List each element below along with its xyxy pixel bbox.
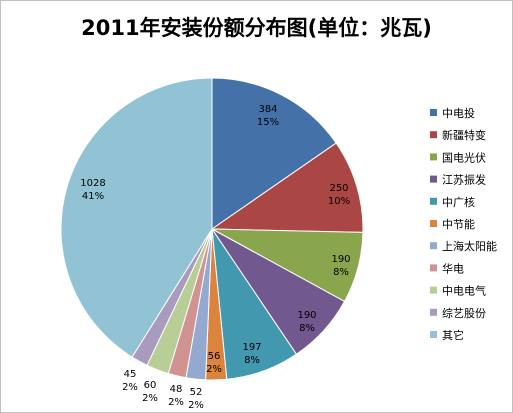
slice-percent-label: 2% <box>142 393 158 404</box>
slice-percent-label: 2% <box>168 397 184 408</box>
legend-label: 华电 <box>442 261 464 275</box>
slice-percent-label: 2% <box>122 382 138 393</box>
slice-value-label: 60 <box>144 380 157 391</box>
legend-label: 上海太阳能 <box>442 239 497 253</box>
slice-value-label: 1028 <box>80 178 105 189</box>
legend-label: 江苏振发 <box>442 173 486 187</box>
legend-label: 中节能 <box>442 217 475 231</box>
pie-slices <box>60 77 364 381</box>
slice-value-label: 197 <box>242 342 261 353</box>
legend-swatch <box>430 220 437 227</box>
slice-percent-label: 2% <box>206 364 222 375</box>
slice-value-label: 48 <box>170 384 183 395</box>
slice-value-label: 56 <box>208 351 221 362</box>
slice-value-label: 45 <box>124 369 137 380</box>
slice-value-label: 52 <box>190 387 203 398</box>
legend-label: 中电投 <box>442 106 475 120</box>
slice-percent-label: 8% <box>299 323 315 334</box>
pie-slice-1 <box>211 77 337 230</box>
legend-swatch <box>430 175 437 183</box>
legend-swatch <box>430 197 437 205</box>
legend-swatch <box>430 331 437 338</box>
slice-value-label: 190 <box>297 310 316 321</box>
legend-label: 中广核 <box>442 195 475 209</box>
pie-slice-11 <box>60 77 213 358</box>
pie-labels: 384 15% 250 10% 190 8% 190 8% 197 8% 56 2% 52 2% 48 2% 6… <box>80 104 350 411</box>
legend-swatch <box>430 308 437 316</box>
slice-percent-label: 15% <box>257 117 279 128</box>
legend-label: 国电光伏 <box>442 150 486 164</box>
legend-swatch <box>430 264 437 272</box>
legend-swatch <box>430 153 437 161</box>
slice-percent-label: 8% <box>244 355 260 366</box>
legend-label: 新疆特变 <box>442 128 486 142</box>
legend-swatch <box>430 109 437 116</box>
slice-value-label: 190 <box>331 254 350 265</box>
legend-label: 其它 <box>442 328 464 342</box>
legend-label: 中电电气 <box>442 284 486 298</box>
slice-percent-label: 8% <box>333 267 349 278</box>
legend-swatch <box>430 286 437 294</box>
chart-title: 2011年安装份额分布图(单位：兆瓦) <box>81 16 432 40</box>
slice-percent-label: 2% <box>188 400 204 411</box>
slice-value-label: 384 <box>258 104 277 115</box>
legend-swatch <box>430 242 437 250</box>
legend-swatch <box>430 131 437 139</box>
slice-percent-label: 10% <box>328 196 350 207</box>
legend-label: 综艺股份 <box>442 306 486 320</box>
slice-percent-label: 41% <box>82 191 104 202</box>
pie-slice-2 <box>210 142 364 233</box>
slice-value-label: 250 <box>329 183 348 194</box>
